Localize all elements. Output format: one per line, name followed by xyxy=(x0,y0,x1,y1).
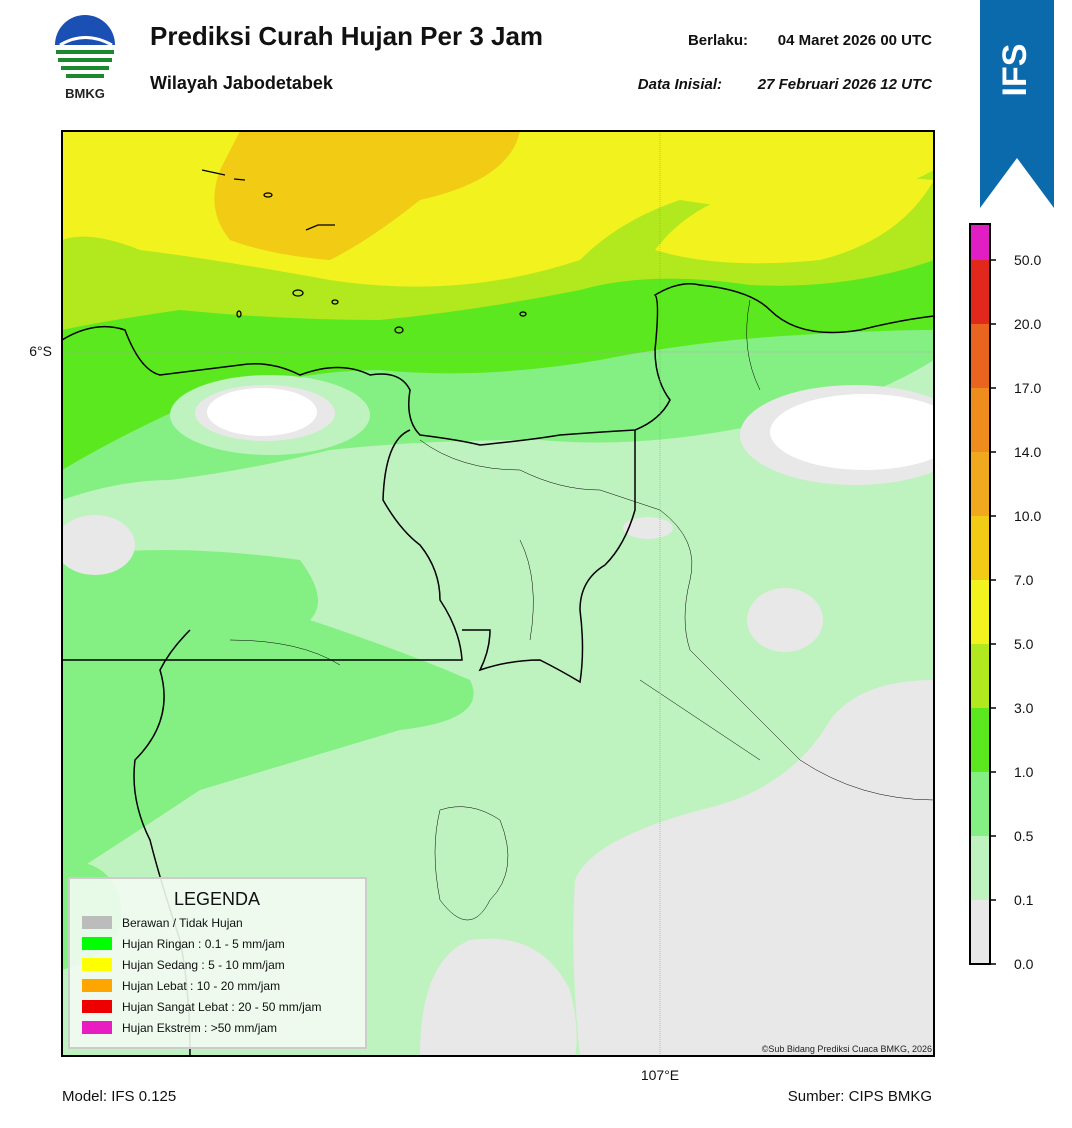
badge-text: IFS xyxy=(996,44,1034,97)
colorbar-label: 7.0 xyxy=(1014,572,1034,588)
valid-value: 04 Maret 2026 00 UTC xyxy=(778,32,932,49)
legend: LEGENDA Berawan / Tidak Hujan Hujan Ringa… xyxy=(68,877,367,1049)
footer-source: Sumber: CIPS BMKG xyxy=(788,1088,932,1105)
init-label: Data Inisial: xyxy=(638,76,722,93)
colorbar-segment xyxy=(970,224,990,260)
colorbar-segment xyxy=(970,452,990,516)
legend-swatch xyxy=(82,916,112,929)
colorbar-label: 17.0 xyxy=(1014,380,1041,396)
lat-label: 6°S xyxy=(29,343,52,359)
colorbar-segment xyxy=(970,516,990,580)
legend-swatch xyxy=(82,1000,112,1013)
colorbar-segment xyxy=(970,388,990,452)
colorbar-label: 10.0 xyxy=(1014,508,1041,524)
lon-label: 107°E xyxy=(641,1067,679,1083)
subtitle: Wilayah Jabodetabek xyxy=(150,73,334,93)
init-value: 27 Februari 2026 12 UTC xyxy=(757,76,933,93)
legend-swatch xyxy=(82,937,112,950)
colorbar-segment xyxy=(970,900,990,964)
colorbar-label: 14.0 xyxy=(1014,444,1041,460)
legend-label: Hujan Ekstrem : >50 mm/jam xyxy=(122,1021,277,1035)
colorbar-label: 0.0 xyxy=(1014,956,1034,972)
colorbar-segment xyxy=(970,708,990,772)
colorbar-segment xyxy=(970,580,990,644)
logo: BMKG xyxy=(55,15,115,101)
colorbar-label: 1.0 xyxy=(1014,764,1034,780)
colorbar-segment xyxy=(970,260,990,324)
colorbar-frame xyxy=(969,223,991,965)
legend-label: Berawan / Tidak Hujan xyxy=(122,916,243,930)
colorbar-segment xyxy=(970,836,990,900)
colorbar-segment xyxy=(970,772,990,836)
colorbar-label: 0.1 xyxy=(1014,892,1034,908)
map xyxy=(62,131,934,1056)
colorbar-label: 5.0 xyxy=(1014,636,1034,652)
colorbar: 0.0 0.1 0.5 1.0 3.0 5.0 7.0 10.0 14.0 17.0 20.0 50.… xyxy=(969,223,1041,972)
legend-swatch xyxy=(82,1021,112,1034)
legend-swatch xyxy=(82,958,112,971)
legend-swatch xyxy=(82,979,112,992)
legend-label: Hujan Sangat Lebat : 20 - 50 mm/jam xyxy=(122,1000,321,1014)
title: Prediksi Curah Hujan Per 3 Jam xyxy=(150,21,543,51)
logo-text: BMKG xyxy=(65,86,105,101)
legend-label: Hujan Ringan : 0.1 - 5 mm/jam xyxy=(122,937,285,951)
legend-label: Hujan Sedang : 5 - 10 mm/jam xyxy=(122,958,285,972)
credit: ©Sub Bidang Prediksi Cuaca BMKG, 2026 xyxy=(762,1044,932,1054)
model-badge: IFS xyxy=(980,0,1054,208)
colorbar-label: 0.5 xyxy=(1014,828,1034,844)
legend-title: LEGENDA xyxy=(174,889,260,909)
colorbar-segment xyxy=(970,644,990,708)
colorbar-label: 20.0 xyxy=(1014,316,1041,332)
colorbar-segment xyxy=(970,324,990,388)
legend-label: Hujan Lebat : 10 - 20 mm/jam xyxy=(122,979,280,993)
valid-label: Berlaku: xyxy=(688,32,748,49)
map-frame xyxy=(61,130,935,1057)
footer-model: Model: IFS 0.125 xyxy=(62,1088,176,1105)
colorbar-label: 50.0 xyxy=(1014,252,1041,268)
colorbar-label: 3.0 xyxy=(1014,700,1034,716)
